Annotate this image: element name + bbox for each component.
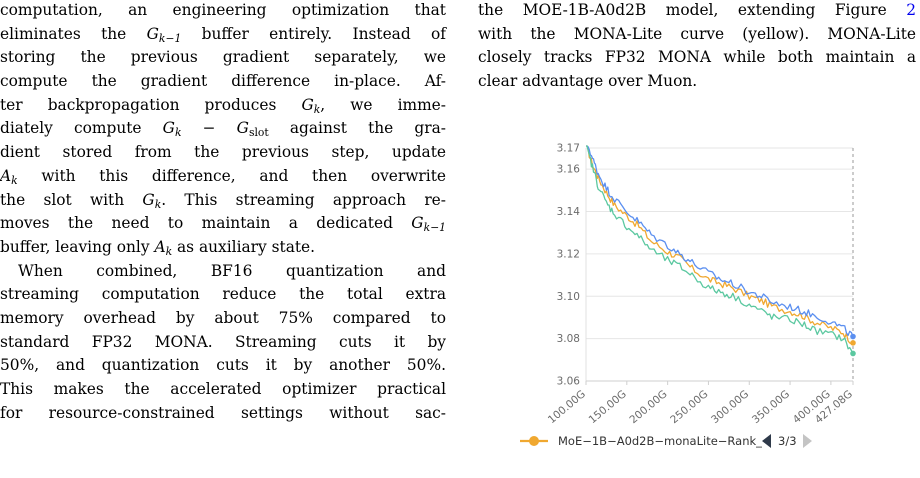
text-line: streaming computation reduce the total e… xyxy=(0,285,446,304)
legend-prev-arrow-icon[interactable] xyxy=(762,434,771,448)
caption-line: closely tracks FP32 MONA while both main… xyxy=(478,48,916,67)
legend-page-indicator: 3/3 xyxy=(778,434,797,448)
caption-line: with the MONA-Lite curve (yellow). MONA-… xyxy=(478,24,916,43)
y-tick-label: 3.14 xyxy=(557,206,581,218)
x-tick-label: 250.00G xyxy=(668,388,710,426)
text-line: diately compute Gk − Gslot against the g… xyxy=(0,119,447,140)
text-line: storing the previous gradient separately… xyxy=(0,48,446,67)
legend-next-arrow-icon[interactable] xyxy=(803,434,812,448)
text-line: 50%, and quantization cuts it by another… xyxy=(0,356,446,375)
x-tick-label: 200.00G xyxy=(627,388,669,426)
series-line-1 xyxy=(586,145,854,337)
text-line: This makes the accelerated optimizer pra… xyxy=(0,380,446,398)
series-endpoint-1 xyxy=(850,333,856,340)
text-line: for resource-constrained settings withou… xyxy=(0,403,446,422)
legend-swatch-dot xyxy=(529,436,539,446)
series-endpoint-0 xyxy=(850,340,856,346)
legend-label: MoE−1B−A0d2B−monaLite−Rank_ xyxy=(558,434,762,448)
text-line: When combined, BF16 quantization and xyxy=(18,261,446,280)
text-line: Ak with this difference, and then overwr… xyxy=(0,166,446,187)
body-text-left: computation, an engineering optimization… xyxy=(0,0,446,425)
x-tick-label: 150.00G xyxy=(587,388,629,426)
caption-line: the MOE-1B-A0d2B model, extending Figure… xyxy=(478,1,916,19)
series-line-2 xyxy=(585,145,854,354)
x-tick-label: 100.00G xyxy=(546,388,588,426)
text-line: eliminates the Gk−1 buffer entirely. Ins… xyxy=(0,24,446,45)
text-line: buffer, leaving only Ak as auxiliary sta… xyxy=(0,237,316,258)
chart-legend: MoE−1B−A0d2B−monaLite−Rank_ 3/3 xyxy=(520,434,812,448)
text-line: memory overhead by about 75% compared to xyxy=(0,308,446,327)
text-line: the slot with Gk. This streaming approac… xyxy=(0,190,446,211)
text-line: standard FP32 MONA. Streaming cuts it by xyxy=(0,332,446,351)
text-line: compute the gradient difference in-place… xyxy=(0,72,446,91)
y-tick-label: 3.10 xyxy=(557,291,580,303)
x-tick-label: 350.00G xyxy=(750,388,792,426)
x-tick-label: 300.00G xyxy=(709,388,751,426)
text-line: ter backpropagation produces Gk, we imme… xyxy=(0,95,446,116)
y-tick-label: 3.16 xyxy=(557,164,581,176)
caption-line: clear advantage over Muon. xyxy=(478,72,698,91)
text-line: dient stored from the previous step, upd… xyxy=(0,143,446,162)
text-line: moves the need to maintain a dedicated G… xyxy=(0,214,446,235)
y-tick-label: 3.06 xyxy=(557,376,581,388)
text-line: computation, an engineering optimization… xyxy=(0,1,446,19)
y-tick-label: 3.12 xyxy=(557,248,580,260)
y-tick-label: 3.08 xyxy=(557,333,580,345)
loss-line-chart: 3.06 3.08 3.10 3.12 3.14 3.16 3.17 100.00G150.… xyxy=(520,143,856,448)
series-endpoint-2 xyxy=(850,350,856,357)
y-tick-label: 3.17 xyxy=(557,143,580,155)
